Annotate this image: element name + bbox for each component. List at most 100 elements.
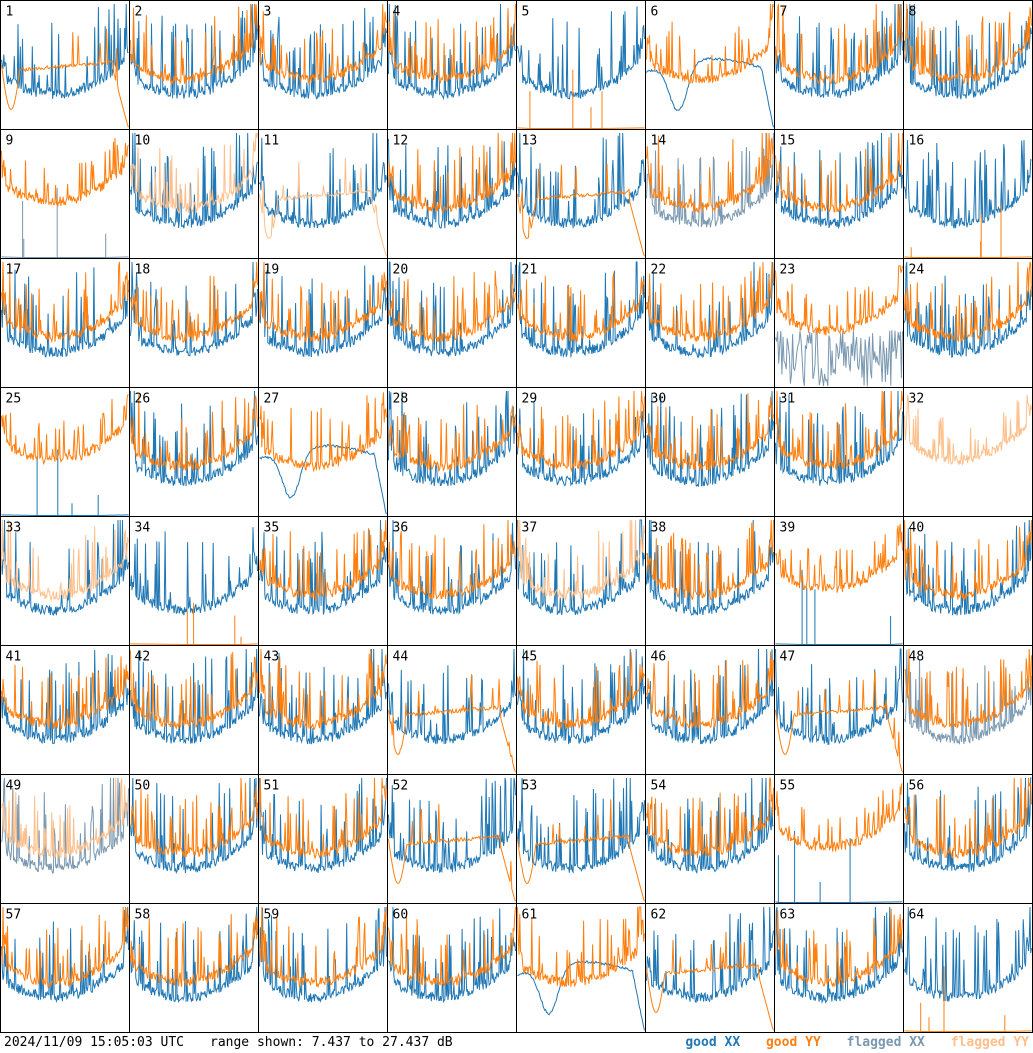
yy-trace [904,966,1032,1033]
xx-trace [646,777,774,875]
panel-label: 16 [909,134,925,149]
yy-trace [130,777,258,858]
xx-trace [1,267,129,358]
panel-frame [774,903,904,1033]
xx-trace [775,330,903,387]
panel-57: 57 [0,903,130,1033]
panel-label: 9 [6,134,14,149]
yy-trace [775,132,903,213]
xx-trace [775,390,903,486]
panel-label: 30 [651,392,667,407]
panel-label: 49 [6,779,22,794]
xx-trace [904,261,1032,359]
xx-trace [259,443,387,515]
panel-34: 34 [129,516,259,646]
panel-label: 46 [651,650,667,665]
xx-trace [646,57,774,128]
panel-label: 4 [393,5,401,20]
yy-trace [388,519,516,600]
panel-frame [0,516,130,646]
yy-trace [388,270,516,343]
panel-label: 34 [135,521,151,536]
panel-28: 28 [387,387,517,517]
panel-20: 20 [387,258,517,388]
panel-55: 55 [774,774,904,904]
xx-trace [388,777,516,874]
panel-15: 15 [774,129,904,259]
panel-53: 53 [516,774,646,904]
panel-label: 54 [651,779,667,794]
xx-trace [904,906,1032,1002]
yy-trace [388,3,516,84]
panel-label: 40 [909,521,925,536]
yy-trace [646,261,774,343]
panel-56: 56 [903,774,1033,904]
legend-good-yy: good YY [765,1035,821,1050]
yy-trace [1,656,129,730]
yy-trace [1,906,129,989]
panel-label: 2 [135,5,143,20]
panel-label: 28 [393,392,409,407]
yy-trace [259,3,387,84]
panel-39: 39 [774,516,904,646]
xx-trace [259,7,387,100]
legend-flagged-yy: flagged YY [950,1035,1029,1050]
panel-27: 27 [258,387,388,517]
panel-12: 12 [387,129,517,259]
panel-label: 6 [651,5,659,20]
yy-trace [259,648,387,730]
panel-26: 26 [129,387,259,517]
yy-trace [259,158,387,257]
yy-trace [646,651,774,729]
xx-trace [130,390,258,487]
panel-2: 2 [129,0,259,130]
panel-18: 18 [129,258,259,388]
panel-label: 36 [393,521,409,536]
xx-trace [517,132,645,229]
yy-trace [388,404,516,473]
yy-trace [775,671,903,773]
panel-9: 9 [0,129,130,259]
yy-trace [775,783,903,852]
yy-trace [775,523,903,593]
panel-frame [903,774,1033,904]
panel-29: 29 [516,387,646,517]
panel-33: 33 [0,516,130,646]
panel-62: 62 [645,903,775,1033]
panel-41: 41 [0,645,130,775]
panel-58: 58 [129,903,259,1033]
panel-42: 42 [129,645,259,775]
panel-10: 10 [129,129,259,259]
panel-44: 44 [387,645,517,775]
panel-22: 22 [645,258,775,388]
panel-label: 60 [393,908,409,923]
panel-label: 43 [264,650,280,665]
xx-trace [130,261,258,357]
panel-24: 24 [903,258,1033,388]
panel-label: 20 [393,263,409,278]
panel-label: 12 [393,134,409,149]
xx-trace [1,519,129,616]
yy-trace [646,777,774,858]
xx-trace [517,777,645,874]
yy-trace [517,69,645,130]
panel-frame [387,129,517,259]
panel-38: 38 [645,516,775,646]
yy-trace [775,390,903,471]
xx-trace [517,261,645,359]
panel-label: 44 [393,650,409,665]
xx-trace [1,187,129,259]
panel-label: 39 [780,521,796,536]
panel-label: 24 [909,263,925,278]
panel-7: 7 [774,0,904,130]
panel-11: 11 [258,129,388,259]
xx-trace [517,648,645,745]
yy-trace [646,519,774,600]
yy-trace [259,519,387,602]
xx-trace [130,648,258,745]
panel-label: 51 [264,779,280,794]
panel-label: 1 [6,5,14,20]
yy-trace [130,394,258,471]
panel-label: 47 [780,650,796,665]
